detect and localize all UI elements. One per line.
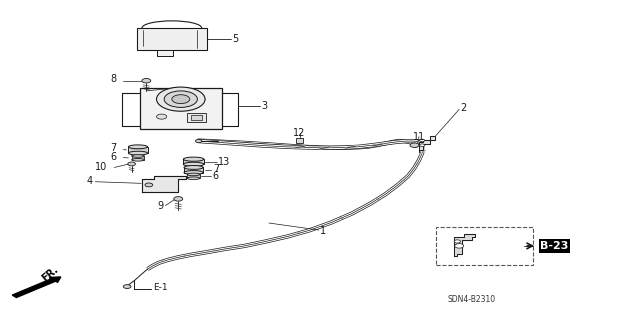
Text: SDN4-B2310: SDN4-B2310 — [448, 295, 496, 304]
Text: 11: 11 — [413, 132, 425, 142]
FancyArrow shape — [12, 277, 61, 298]
Ellipse shape — [132, 155, 145, 157]
Polygon shape — [143, 176, 186, 192]
Text: 6: 6 — [212, 171, 219, 181]
Text: FR.: FR. — [40, 264, 60, 283]
Text: 10: 10 — [95, 162, 108, 173]
Text: 8: 8 — [111, 74, 116, 85]
Bar — [296, 137, 303, 143]
Circle shape — [455, 244, 464, 248]
Ellipse shape — [183, 157, 204, 161]
Text: 9: 9 — [157, 201, 163, 211]
Bar — [183, 159, 204, 164]
Circle shape — [128, 162, 136, 166]
Text: 6: 6 — [111, 152, 116, 162]
Ellipse shape — [132, 159, 145, 161]
Bar — [187, 174, 200, 178]
Ellipse shape — [187, 173, 200, 176]
Circle shape — [420, 144, 425, 146]
Bar — [129, 147, 148, 153]
Text: 3: 3 — [261, 100, 268, 110]
Text: 4: 4 — [87, 176, 93, 186]
Text: 1: 1 — [320, 226, 326, 236]
Ellipse shape — [129, 151, 148, 155]
Circle shape — [124, 285, 131, 288]
Circle shape — [454, 240, 461, 243]
Text: 5: 5 — [232, 34, 239, 44]
Bar — [436, 227, 533, 265]
Circle shape — [195, 139, 202, 143]
Bar — [140, 88, 221, 129]
Circle shape — [157, 87, 205, 111]
Bar — [187, 113, 206, 122]
Polygon shape — [419, 136, 435, 152]
Bar — [132, 156, 145, 160]
Bar — [137, 28, 207, 50]
Circle shape — [172, 95, 189, 104]
Bar — [191, 115, 202, 121]
Circle shape — [410, 143, 419, 147]
Circle shape — [145, 183, 153, 187]
Text: 12: 12 — [293, 129, 305, 138]
Text: 13: 13 — [218, 157, 230, 167]
Polygon shape — [454, 234, 474, 256]
Bar — [184, 167, 203, 173]
Circle shape — [173, 197, 182, 201]
Circle shape — [157, 114, 167, 119]
Text: B-23: B-23 — [540, 241, 569, 251]
Circle shape — [420, 139, 425, 142]
Text: 2: 2 — [461, 103, 467, 113]
Text: E-1: E-1 — [153, 283, 167, 292]
Bar — [157, 50, 173, 56]
Text: 7: 7 — [111, 143, 116, 153]
Text: 7: 7 — [213, 164, 220, 174]
Ellipse shape — [183, 162, 204, 166]
Circle shape — [142, 78, 151, 83]
Ellipse shape — [129, 145, 148, 149]
Circle shape — [164, 91, 197, 108]
Ellipse shape — [184, 171, 203, 174]
Ellipse shape — [184, 166, 203, 169]
Ellipse shape — [187, 177, 200, 180]
